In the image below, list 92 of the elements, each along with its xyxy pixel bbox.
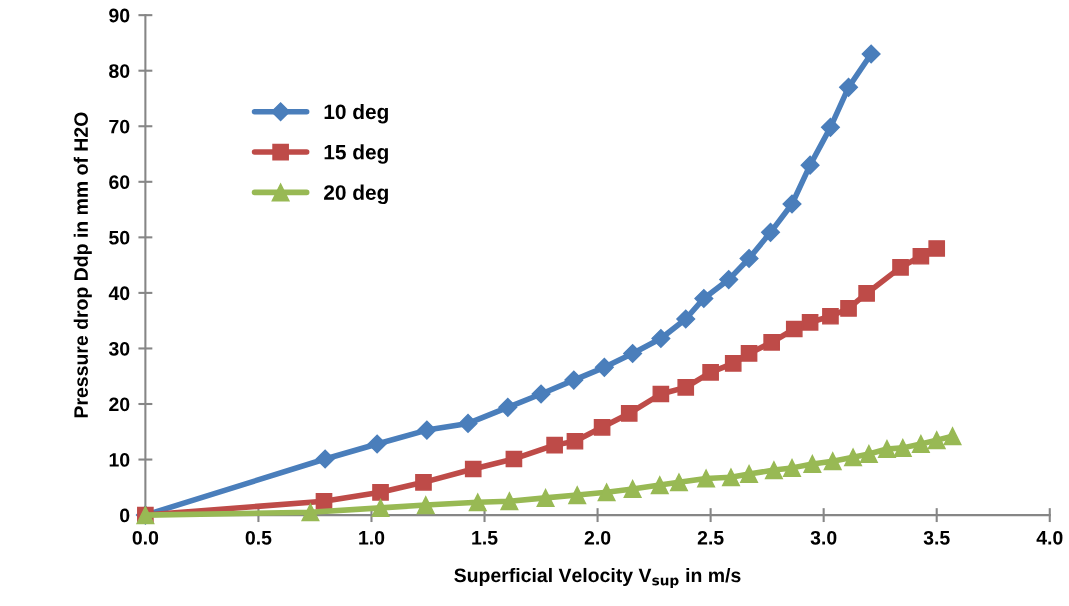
point — [782, 458, 802, 477]
point — [760, 222, 781, 242]
point — [415, 473, 432, 491]
point — [912, 247, 930, 265]
point — [498, 397, 518, 417]
point — [702, 364, 719, 381]
point — [877, 439, 896, 459]
legend-label: 15 deg — [324, 144, 388, 164]
point — [301, 503, 320, 522]
point — [785, 320, 803, 338]
point — [568, 486, 587, 505]
point — [892, 259, 909, 276]
point — [927, 431, 946, 450]
point — [416, 496, 435, 515]
point — [315, 449, 335, 469]
point — [651, 328, 671, 348]
x-tick-label: 3.0 — [810, 530, 837, 545]
point — [372, 483, 389, 501]
point — [858, 285, 875, 302]
y-tick-label: 80 — [109, 64, 130, 78]
point — [505, 450, 523, 468]
point — [694, 288, 714, 308]
y-tick-label: 90 — [109, 8, 130, 23]
point — [594, 357, 614, 377]
point — [893, 438, 912, 457]
point — [820, 117, 840, 137]
y-axis-title: Pressure drop Ddp in mm of H2O — [73, 112, 92, 418]
point — [719, 270, 739, 290]
point — [367, 434, 387, 454]
point — [740, 464, 759, 484]
point — [803, 454, 822, 474]
point — [458, 413, 478, 433]
x-tick-label: 0.5 — [245, 530, 272, 545]
point — [801, 314, 819, 331]
point — [597, 483, 616, 502]
point — [623, 343, 643, 363]
point — [928, 240, 946, 257]
y-tick-label: 20 — [109, 397, 130, 412]
point — [546, 436, 563, 454]
y-tick-label: 60 — [109, 175, 130, 190]
x-axis-title: Superficial Velocity V$_{sup}$ in m/s — [454, 567, 741, 589]
point — [782, 194, 802, 214]
point — [371, 498, 390, 517]
y-tick-label: 70 — [109, 119, 130, 134]
point — [764, 461, 783, 480]
point — [531, 384, 551, 404]
x-tick-label: 1.0 — [359, 530, 385, 545]
x-tick-label: 4.0 — [1036, 530, 1063, 545]
point — [823, 452, 842, 471]
point — [564, 370, 584, 390]
point — [740, 345, 758, 362]
point — [724, 355, 742, 372]
point — [417, 420, 437, 440]
point — [650, 476, 669, 495]
y-tick-label: 40 — [108, 286, 130, 301]
point — [911, 434, 930, 454]
point — [500, 492, 519, 511]
point — [593, 418, 611, 436]
point — [839, 77, 859, 97]
point — [315, 492, 333, 510]
x-tick-label: 2.5 — [697, 530, 724, 545]
point — [620, 405, 638, 422]
point — [652, 385, 670, 403]
point — [623, 479, 642, 499]
point — [739, 248, 759, 268]
x-tick-label: 2.0 — [584, 530, 611, 545]
point — [464, 460, 482, 478]
y-tick-label: 50 — [109, 230, 130, 245]
legend-label: 20 deg — [324, 184, 388, 205]
y-tick-label: 10 — [109, 453, 130, 467]
point — [840, 300, 857, 317]
point — [721, 468, 740, 487]
x-tick-label: 0.0 — [132, 530, 159, 545]
legend-label: 10 deg — [324, 103, 388, 124]
point — [763, 334, 780, 351]
point — [844, 448, 863, 467]
point — [822, 307, 839, 325]
point — [677, 379, 695, 396]
y-tick-label: 0 — [120, 508, 130, 523]
point — [669, 473, 688, 492]
x-tick-label: 3.5 — [923, 530, 950, 545]
point — [859, 444, 878, 464]
point — [861, 44, 881, 64]
point — [800, 155, 820, 175]
point — [536, 488, 555, 507]
point — [468, 493, 487, 512]
point — [697, 469, 716, 488]
point — [566, 432, 584, 450]
x-tick-label: 1.5 — [472, 531, 498, 545]
point — [943, 427, 962, 446]
y-tick-label: 30 — [108, 341, 130, 356]
point — [676, 309, 696, 329]
